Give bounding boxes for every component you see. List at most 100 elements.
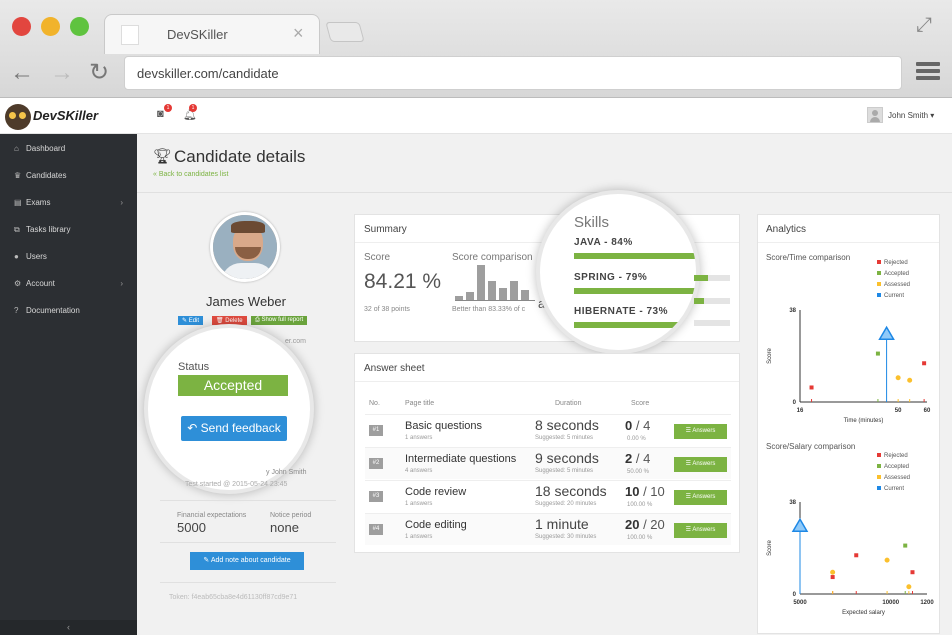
sidebar-item-candidates[interactable]: ♛ Candidates xyxy=(0,162,137,189)
camera-icon[interactable]: ◙ xyxy=(157,108,164,120)
skill-label: HIBERNATE - 73% xyxy=(574,306,668,317)
row-suggested: Suggested: 5 minutes xyxy=(535,435,594,441)
send-feedback-label: Send feedback xyxy=(200,421,281,435)
y-tick-label: 0 xyxy=(793,592,797,598)
notice-value: none xyxy=(270,520,299,535)
row-score: 20 / 20 xyxy=(625,517,665,532)
add-note-label: Add note about candidate xyxy=(210,557,291,564)
user-avatar[interactable] xyxy=(867,107,883,123)
send-feedback-button[interactable]: ↶ Send feedback xyxy=(181,416,287,441)
sidebar-item-account[interactable]: ⚙ Account › xyxy=(0,270,137,297)
x-tick-label: 5000 xyxy=(793,600,807,606)
chevron-right-icon: › xyxy=(120,198,123,207)
row-suggested: Suggested: 5 minutes xyxy=(535,468,594,474)
data-point-assessed xyxy=(884,557,890,563)
delete-button[interactable]: 🗑︎ Delete xyxy=(212,316,247,325)
chart-title: Score/Time comparison xyxy=(766,253,851,262)
legend-label: Accepted xyxy=(884,464,909,470)
analytics-header: Analytics xyxy=(766,224,807,235)
financial-label: Financial expectations xyxy=(177,512,247,519)
skill-bar-overflow xyxy=(694,298,730,304)
minimize-window-button[interactable] xyxy=(41,17,60,36)
fullscreen-icon[interactable]: ⤢ xyxy=(916,14,932,36)
legend-label: Accepted xyxy=(884,271,909,277)
row-score-value: 20 xyxy=(625,517,644,532)
user-menu[interactable]: John Smith ▾ xyxy=(888,111,935,120)
bell-icon[interactable]: 🔔︎ xyxy=(183,109,197,121)
address-bar[interactable]: devskiller.com/candidate xyxy=(124,56,902,90)
divider xyxy=(160,582,336,583)
skill-bar-fill xyxy=(574,253,696,259)
logo-text[interactable]: DevSKiller xyxy=(33,108,99,123)
skill-bar-fill xyxy=(574,322,688,328)
answers-button[interactable]: ☰ Answers xyxy=(674,424,727,439)
row-score-max: / 20 xyxy=(643,517,665,532)
book-icon: ▤ xyxy=(14,198,22,207)
edit-button[interactable]: ✎ Edit xyxy=(178,316,204,325)
row-title: Intermediate questions xyxy=(405,453,517,465)
reload-icon[interactable]: ↻ xyxy=(89,59,110,86)
row-number-badge: #3 xyxy=(369,491,383,502)
sidebar-item-documentation[interactable]: ? Documentation xyxy=(0,297,137,324)
row-score-percent: 0.00 % xyxy=(627,436,646,442)
legend-swatch xyxy=(877,464,881,468)
summary-header: Summary xyxy=(364,224,407,235)
reply-icon: ↶ xyxy=(187,421,198,435)
sidebar-item-dashboard[interactable]: ⌂ Dashboard xyxy=(0,135,137,162)
data-point-accepted xyxy=(875,351,880,356)
bell-badge: 1 xyxy=(189,104,197,112)
score-value: 84.21 % xyxy=(364,270,442,293)
created-by: y John Smith xyxy=(266,469,307,476)
y-axis-label: Score xyxy=(767,348,773,364)
back-to-candidates-link[interactable]: « Back to candidates list xyxy=(153,171,229,178)
forward-arrow-icon[interactable]: → xyxy=(50,59,74,86)
new-tab-button[interactable] xyxy=(325,22,365,42)
sidebar-item-exams[interactable]: ▤ Exams › xyxy=(0,189,137,216)
tab-close-icon[interactable]: × xyxy=(293,23,304,43)
answers-button[interactable]: ☰ Answers xyxy=(674,457,727,472)
menu-icon[interactable] xyxy=(916,62,940,80)
row-title: Code review xyxy=(405,486,467,498)
sidebar-collapse-button[interactable]: ‹ xyxy=(0,620,137,635)
status-label: Status xyxy=(178,361,210,373)
sidebar-item-label: Candidates xyxy=(26,171,67,180)
table-row: #1 Basic questions 1 answers 8 seconds Sugge… xyxy=(365,414,731,446)
analytics-card: Analytics Score/Time comparison Score/Sa… xyxy=(757,214,940,634)
x-axis-label: Time (minutes) xyxy=(844,418,884,424)
score-points: 32 of 38 points xyxy=(364,306,410,313)
back-arrow-icon[interactable]: ← xyxy=(10,59,34,86)
answers-button[interactable]: ☰ Answers xyxy=(674,490,727,505)
row-score: 0 / 4 xyxy=(625,418,650,433)
legend-swatch xyxy=(877,486,881,490)
add-note-button[interactable]: ✎ Add note about candidate xyxy=(190,552,304,570)
column-header-duration: Duration xyxy=(555,400,582,407)
chevron-right-icon: › xyxy=(120,279,123,288)
sidebar-item-label: Exams xyxy=(26,198,51,207)
skill-bar xyxy=(574,288,696,294)
financial-value: 5000 xyxy=(177,520,206,535)
sidebar-item-tasks-library[interactable]: ⧉ Tasks library xyxy=(0,216,137,243)
histogram-axis xyxy=(455,300,535,301)
candidate-name: James Weber xyxy=(206,294,286,309)
sidebar-item-users[interactable]: ● Users xyxy=(0,243,137,270)
score-histogram xyxy=(455,265,535,301)
answers-button[interactable]: ☰ Answers xyxy=(674,523,727,538)
row-suggested: Suggested: 30 minutes xyxy=(535,534,597,540)
skill-bar-overflow xyxy=(694,275,730,281)
legend-swatch xyxy=(877,271,881,275)
sidebar-item-label: Users xyxy=(26,252,47,261)
row-score-value: 10 xyxy=(625,484,644,499)
show-full-report-button[interactable]: ⎙ Show full report xyxy=(251,316,308,325)
row-score-max: / 4 xyxy=(635,451,651,466)
skills-title: Skills xyxy=(574,214,610,231)
row-score: 10 / 10 xyxy=(625,484,665,499)
trophy-icon: ♛ xyxy=(14,171,22,180)
browser-tab[interactable]: DevSKiller × xyxy=(104,14,320,54)
legend-label: Rejected xyxy=(884,453,908,459)
y-axis-label: Score xyxy=(767,540,773,556)
table-row: #3 Code review 1 answers 18 seconds Suggeste… xyxy=(365,480,731,512)
close-window-button[interactable] xyxy=(12,17,31,36)
x-tick-label: 1200 xyxy=(920,600,934,606)
candidate-email[interactable]: er.com xyxy=(285,338,307,345)
maximize-window-button[interactable] xyxy=(70,17,89,36)
